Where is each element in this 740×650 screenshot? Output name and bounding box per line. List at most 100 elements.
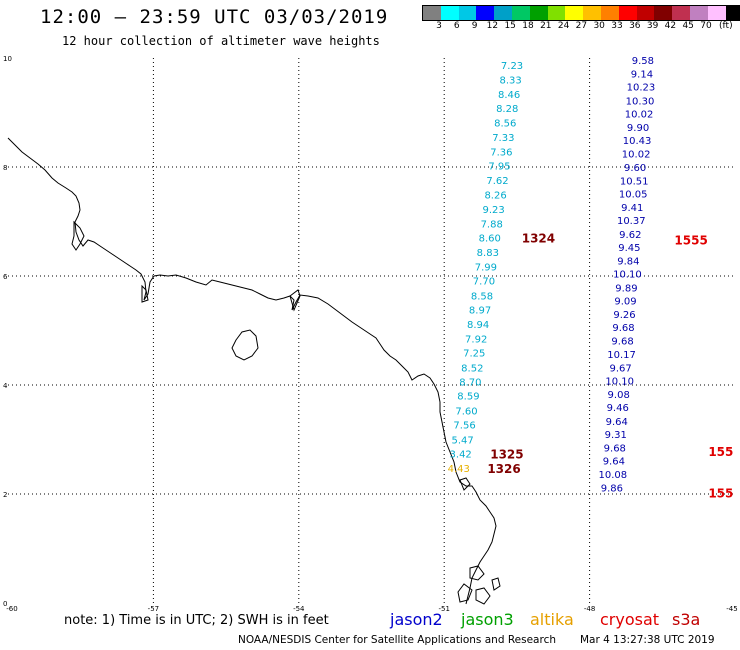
- wave-height-value: 8.70: [459, 378, 481, 389]
- legend-swatch: [672, 6, 690, 20]
- legend-swatch: [494, 6, 512, 20]
- legend-swatch: [440, 6, 459, 20]
- legend-label: 42: [664, 21, 677, 31]
- coastline-path: [7, 137, 497, 605]
- wave-height-value: 10.30: [626, 96, 655, 107]
- x-tick-label: -45: [726, 605, 737, 613]
- color-legend-bar: [422, 5, 740, 21]
- satellite-name: jason3: [461, 610, 514, 629]
- wave-height-value: 7.88: [481, 219, 503, 230]
- legend-label: 12: [486, 21, 499, 31]
- wave-height-value: 9.68: [612, 323, 634, 334]
- wave-height-value: 7.60: [455, 406, 477, 417]
- y-tick-label: 0: [3, 600, 7, 608]
- y-tick-label: 10: [3, 55, 12, 63]
- wave-height-value: 8.94: [467, 320, 489, 331]
- wave-height-value: 9.14: [631, 70, 653, 81]
- wave-height-value: 7.23: [501, 61, 523, 72]
- x-tick-label: -48: [584, 605, 595, 613]
- legend-label: 9: [471, 21, 478, 31]
- pass-id-label: 1324: [522, 232, 555, 246]
- wave-height-value: 9.62: [619, 230, 641, 241]
- satellite-name: s3a: [672, 610, 701, 629]
- wave-height-value: 8.59: [457, 392, 479, 403]
- footer-note: note: 1) Time is in UTC; 2) SWH is in fe…: [64, 613, 329, 628]
- legend-swatch: [654, 6, 673, 20]
- pass-id-label: 155: [708, 445, 733, 459]
- coastline-islands: [457, 477, 501, 605]
- wave-height-value: 10.10: [613, 270, 642, 281]
- legend-swatch: [423, 6, 441, 20]
- wave-height-value: 8.33: [499, 76, 521, 87]
- wave-height-value: 10.23: [627, 83, 656, 94]
- pass-id-label: 1555: [674, 233, 707, 247]
- timestamp-text: Mar 4 13:27:38 UTC 2019: [580, 634, 715, 646]
- wave-height-tracks: 7.23 8.33 8.46 8.28 8.56 7.33 7.36 7.95 7.62 8.26…: [448, 56, 656, 494]
- legend-swatch: [458, 6, 477, 20]
- wave-height-value: 9.60: [624, 163, 646, 174]
- wave-height-value: 9.41: [621, 203, 643, 214]
- wave-height-value: 9.68: [611, 337, 633, 348]
- wave-height-value: 8.56: [494, 119, 516, 130]
- wave-height-value: 10.05: [619, 190, 648, 201]
- wave-height-value: 8.52: [461, 363, 483, 374]
- wave-height-value: 9.84: [617, 257, 639, 268]
- legend-swatch: [636, 6, 655, 20]
- legend-swatch: [511, 6, 530, 20]
- wave-height-value: 9.26: [613, 310, 635, 321]
- legend-swatch: [600, 6, 619, 20]
- lake-island: [231, 329, 259, 361]
- x-tick-label: -51: [438, 605, 449, 613]
- wave-height-value: 9.08: [608, 390, 630, 401]
- wave-height-value: 7.95: [488, 162, 510, 173]
- coastline-inlet-1: [71, 220, 85, 251]
- legend-label: 24: [557, 21, 570, 31]
- credit-text: NOAA/NESDIS Center for Satellite Applica…: [238, 634, 556, 646]
- wave-height-value: 7.25: [463, 349, 485, 360]
- legend-label: 39: [646, 21, 659, 31]
- axis-tick-labels: -60 -57 -54 -51 -48 -45 0 2 4 6 8 10: [3, 55, 738, 613]
- wave-height-value: 10.08: [599, 470, 628, 481]
- wave-height-value: 9.31: [605, 430, 627, 441]
- wave-height-value: 9.23: [483, 205, 505, 216]
- y-tick-label: 4: [3, 382, 8, 390]
- legend-swatch: [565, 6, 584, 20]
- x-tick-label: -57: [148, 605, 159, 613]
- wave-height-value: 8.58: [471, 291, 493, 302]
- wave-height-value: 9.64: [603, 457, 625, 468]
- coastline: [7, 137, 501, 605]
- satellite-name: cryosat: [600, 610, 660, 629]
- x-tick-label: -60: [6, 605, 17, 613]
- page-title: 12:00 – 23:59 UTC 03/03/2019: [40, 6, 389, 28]
- legend-swatch: [583, 6, 601, 20]
- wave-height-value: 10.17: [607, 350, 636, 361]
- satellite-name: altika: [530, 610, 574, 629]
- wave-height-value: 8.28: [496, 104, 518, 115]
- legend-label: 70: [700, 21, 712, 31]
- wave-height-value: 9.58: [632, 56, 654, 67]
- legend-label: (ft): [719, 21, 733, 31]
- legend-swatch: [618, 6, 637, 20]
- satellite-name: jason2: [390, 610, 443, 629]
- wave-height-value: 4.43: [448, 464, 470, 475]
- legend-swatch: [689, 6, 708, 20]
- legend-swatch: [476, 6, 495, 20]
- y-tick-label: 8: [3, 164, 7, 172]
- legend-swatch: [725, 6, 740, 20]
- wave-height-value: 9.86: [601, 483, 623, 494]
- wave-height-value: 7.92: [465, 334, 487, 345]
- legend-label: 30: [593, 21, 605, 31]
- wave-height-value: 8.60: [479, 234, 501, 245]
- legend-swatch: [547, 6, 566, 20]
- legend-label: 18: [522, 21, 534, 31]
- coastline-inlet-2: [141, 284, 149, 303]
- wave-height-value: 3.42: [450, 449, 472, 460]
- legend-label: 3: [436, 21, 442, 31]
- wave-height-value: 8.83: [477, 248, 499, 259]
- wave-height-value: 9.09: [614, 296, 636, 307]
- wave-height-value: 7.56: [453, 421, 475, 432]
- grid-lines: [8, 58, 735, 603]
- wave-height-value: 8.46: [498, 90, 520, 101]
